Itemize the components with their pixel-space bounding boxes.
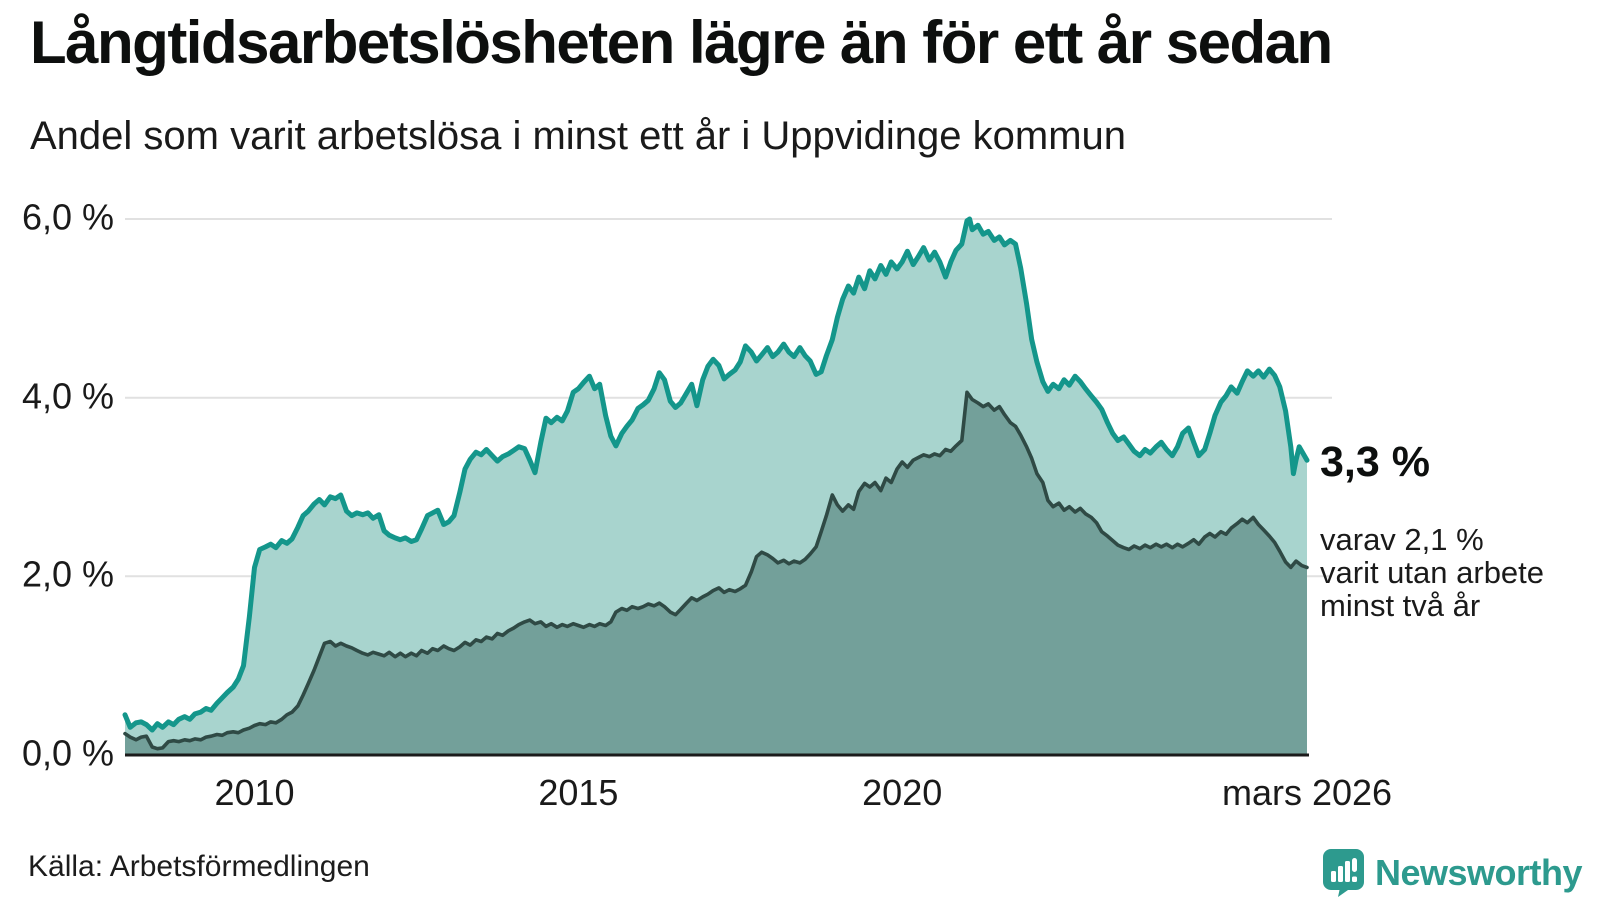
chart-title: Långtidsarbetslösheten lägre än för ett …	[30, 9, 1333, 76]
y-axis-tick-label: 0,0 %	[21, 732, 114, 774]
secondary-annotation-line: varit utan arbete	[1320, 554, 1545, 590]
area-fill	[125, 392, 1307, 755]
newsworthy-logo-icon	[1322, 849, 1364, 897]
end-value-annotation: 3,3 %	[1320, 438, 1430, 486]
y-axis-tick-label: 2,0 %	[21, 553, 114, 595]
x-axis-tick-label: 2010	[214, 772, 295, 813]
series-line	[122, 216, 1310, 733]
x-axis-tick-label: 2020	[862, 772, 943, 813]
brand-lockup: Newsworthy	[1322, 848, 1583, 898]
x-axis-tick-label: mars 2026	[1221, 772, 1393, 813]
chart-subtitle: Andel som varit arbetslösa i minst ett å…	[30, 114, 1127, 158]
secondary-annotation-line: varav 2,1 %	[1320, 522, 1484, 557]
brand-name: Newsworthy	[1374, 852, 1583, 893]
series-line	[123, 390, 1309, 751]
y-axis-tick-label: 6,0 %	[21, 196, 114, 238]
x-axis-tick-label: 2015	[538, 772, 619, 813]
source-note: Källa: Arbetsförmedlingen	[28, 850, 370, 883]
secondary-annotation-line: minst två år	[1320, 587, 1481, 623]
secondary-annotation: varav 2,1 % varit utan arbete minst två …	[1320, 522, 1545, 623]
y-axis-tick-label: 4,0 %	[21, 374, 114, 416]
